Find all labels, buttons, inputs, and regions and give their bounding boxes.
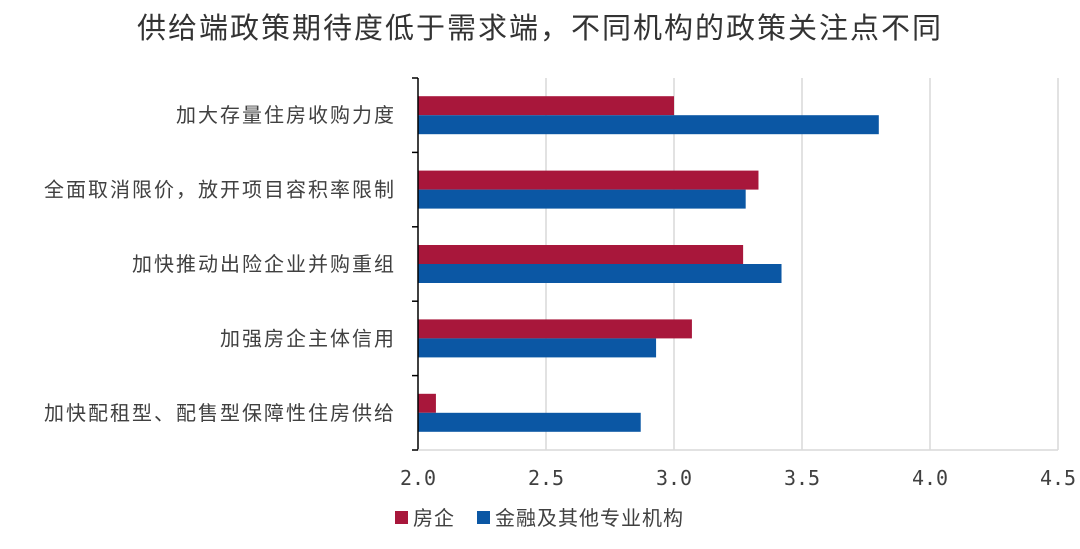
x-tick-labels: 2.0 2.5 3.0 3.5 4.0 4.5	[400, 466, 1076, 490]
bar-financial-4	[418, 412, 641, 432]
bar-developer-3	[418, 319, 692, 339]
category-label: 全面取消限价，放开项目容积率限制	[44, 178, 396, 202]
legend-swatch-developer	[395, 511, 408, 524]
bar-financial-1	[418, 189, 746, 209]
axes-group	[412, 77, 1058, 451]
x-tick-label: 4.5	[1040, 466, 1076, 490]
bar-financial-0	[418, 115, 879, 135]
bar-financial-2	[418, 264, 782, 283]
bars-group	[418, 96, 879, 432]
legend-swatch-financial	[477, 511, 490, 524]
x-tick-label: 2.0	[400, 466, 436, 490]
x-tick-label: 3.0	[656, 466, 692, 490]
x-tick-label: 3.5	[784, 466, 820, 490]
chart-title: 供给端政策期待度低于需求端，不同机构的政策关注点不同	[137, 11, 943, 45]
bar-developer-0	[418, 96, 674, 116]
category-label: 加快配租型、配售型保障性住房供给	[44, 401, 396, 425]
x-tick-label: 4.0	[912, 466, 948, 490]
gridlines	[545, 78, 1059, 450]
bar-financial-3	[418, 338, 657, 358]
bar-developer-2	[418, 245, 744, 264]
category-label: 加快推动出险企业并购重组	[132, 252, 396, 276]
bar-developer-1	[418, 170, 759, 190]
x-tick-label: 2.5	[528, 466, 564, 490]
category-label: 加大存量住房收购力度	[176, 103, 396, 127]
legend-label-developer: 房企	[413, 506, 455, 530]
legend: 房企 金融及其他专业机构	[395, 506, 684, 530]
category-labels: 加大存量住房收购力度全面取消限价，放开项目容积率限制加快推动出险企业并购重组加强…	[44, 103, 396, 425]
bar-developer-4	[418, 393, 436, 413]
category-label: 加强房企主体信用	[220, 326, 396, 350]
legend-label-financial: 金融及其他专业机构	[495, 506, 684, 530]
